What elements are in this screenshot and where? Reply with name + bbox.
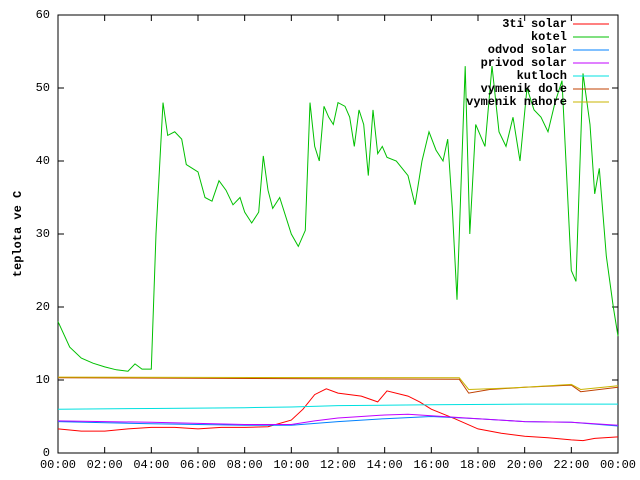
legend-label: privod solar	[481, 56, 567, 70]
x-tick-label: 22:00	[553, 458, 589, 472]
x-tick-label: 14:00	[367, 458, 403, 472]
x-tick-label: 08:00	[227, 458, 263, 472]
x-tick-label: 04:00	[133, 458, 169, 472]
x-tick-label: 18:00	[460, 458, 496, 472]
y-tick-label: 30	[36, 227, 50, 241]
series-line	[57, 66, 619, 372]
legend-label: kotel	[531, 30, 567, 44]
x-tick-label: 20:00	[507, 458, 543, 472]
series-line	[57, 388, 619, 442]
series-line	[57, 377, 619, 394]
x-tick-label: 06:00	[180, 458, 216, 472]
y-tick-label: 50	[36, 81, 50, 95]
legend-label: 3ti solar	[502, 17, 567, 31]
y-tick-label: 60	[36, 8, 50, 22]
legend-label: vymenik nahore	[466, 95, 567, 109]
y-tick-label: 40	[36, 154, 50, 168]
legend-label: odvod solar	[488, 43, 567, 57]
x-tick-label: 16:00	[413, 458, 449, 472]
y-tick-label: 10	[36, 373, 50, 387]
legend-label: kutloch	[517, 69, 567, 83]
x-tick-label: 00:00	[40, 458, 76, 472]
x-tick-label: 10:00	[273, 458, 309, 472]
series-line	[57, 376, 619, 391]
series-line	[57, 403, 618, 410]
legend-label: vymenik dole	[481, 82, 567, 96]
y-tick-label: 0	[43, 446, 50, 460]
x-tick-label: 00:00	[600, 458, 636, 472]
y-axis-label: teplota ve C	[11, 191, 25, 277]
x-tick-label: 12:00	[320, 458, 356, 472]
series-line	[57, 413, 619, 426]
y-tick-label: 20	[36, 300, 50, 314]
x-tick-label: 02:00	[87, 458, 123, 472]
